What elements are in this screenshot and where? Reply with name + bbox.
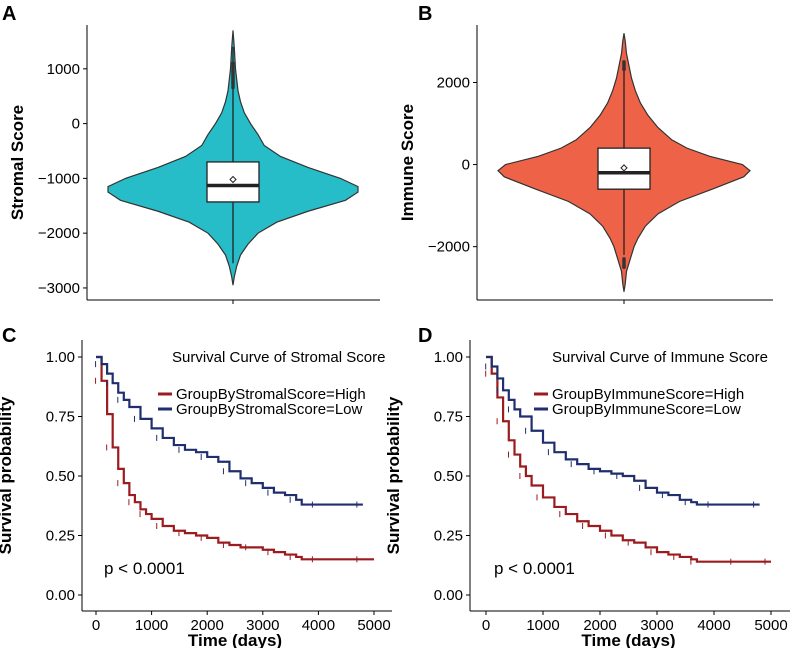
low-survival-curve: [486, 355, 760, 506]
y-tick-label: 1.00: [46, 349, 75, 366]
x-tick-label: 3000: [246, 617, 279, 634]
x-tick-label: 3000: [640, 617, 673, 634]
y-tick-label: −1000: [38, 170, 80, 187]
stromal-survival-chart: 0.00 0.25 0.50 0.75 1.00 0 1000 2000 3000 4000 500…: [0, 340, 392, 648]
mean-marker: [229, 175, 237, 184]
panel-letter-d: D: [418, 325, 432, 347]
y-tick-label: 1.00: [434, 349, 463, 366]
x-tick-label: 5000: [357, 617, 390, 634]
p-value-annotation: p < 0.0001: [104, 559, 185, 578]
x-tick-label: 0: [92, 617, 100, 634]
y-tick-label: 1000: [47, 61, 80, 78]
y-axis-label: Survival probability: [0, 396, 15, 554]
y-tick-label: 0.50: [46, 468, 75, 485]
high-survival-curve: [486, 355, 771, 563]
immune-survival-chart: 0.00 0.25 0.50 0.75 1.00 0 1000 2000 3000 4000 500…: [384, 340, 790, 648]
immune-violin-chart: 2000 0 −2000 Immune Score: [398, 25, 773, 304]
x-axis-label: Time (days): [581, 631, 675, 648]
y-axis-label: Immune Score: [398, 104, 417, 221]
low-survival-curve: [96, 355, 363, 506]
x-tick-label: 4000: [697, 617, 730, 634]
x-tick-label: 5000: [754, 617, 787, 634]
y-tick-label: 2000: [437, 74, 470, 91]
chart-title: Survival Curve of Stromal Score: [172, 349, 385, 366]
legend-entry: GroupByStromalScore=High: [176, 386, 366, 403]
outlier-point: [231, 85, 235, 90]
y-tick-label: 0.00: [434, 587, 463, 604]
y-tick-label: −2000: [38, 225, 80, 242]
high-survival-curve: [96, 355, 374, 561]
outlier-point: [622, 265, 626, 269]
x-axis-label: Time (days): [188, 631, 282, 648]
y-tick-label: 0: [72, 116, 80, 133]
panel-letter-c: C: [2, 325, 16, 347]
outlier-point: [622, 67, 626, 72]
y-tick-label: −3000: [38, 280, 80, 297]
y-axis-label: Stromal Score: [8, 105, 27, 220]
y-tick-label: 0.50: [434, 468, 463, 485]
y-tick-label: 0.00: [46, 587, 75, 604]
y-axis-label: Survival probability: [384, 396, 403, 554]
y-tick-label: 0.25: [434, 528, 463, 545]
x-tick-label: 0: [482, 617, 490, 634]
y-tick-label: −2000: [428, 239, 470, 256]
y-tick-label: 0.25: [46, 528, 75, 545]
legend-entry: GroupByStromalScore=Low: [176, 401, 363, 418]
mean-marker: [620, 164, 628, 172]
legend-entry: GroupByImmuneScore=Low: [552, 401, 741, 418]
panel-letter-a: A: [2, 3, 16, 25]
legend-entry: GroupByImmuneScore=High: [552, 386, 744, 403]
y-tick-label: 0.75: [434, 409, 463, 426]
panel-letter-b: B: [418, 3, 432, 25]
x-tick-label: 1000: [526, 617, 559, 634]
x-tick-label: 2000: [583, 617, 616, 634]
x-tick-label: 2000: [191, 617, 224, 634]
chart-title: Survival Curve of Immune Score: [552, 349, 768, 366]
p-value-annotation: p < 0.0001: [494, 559, 575, 578]
y-tick-label: 0: [462, 157, 470, 174]
x-tick-label: 1000: [135, 617, 168, 634]
stromal-violin-chart: 1000 0 −1000 −2000 −3000 Stromal Score: [8, 25, 380, 304]
x-tick-label: 4000: [302, 617, 335, 634]
y-tick-label: 0.75: [46, 409, 75, 426]
